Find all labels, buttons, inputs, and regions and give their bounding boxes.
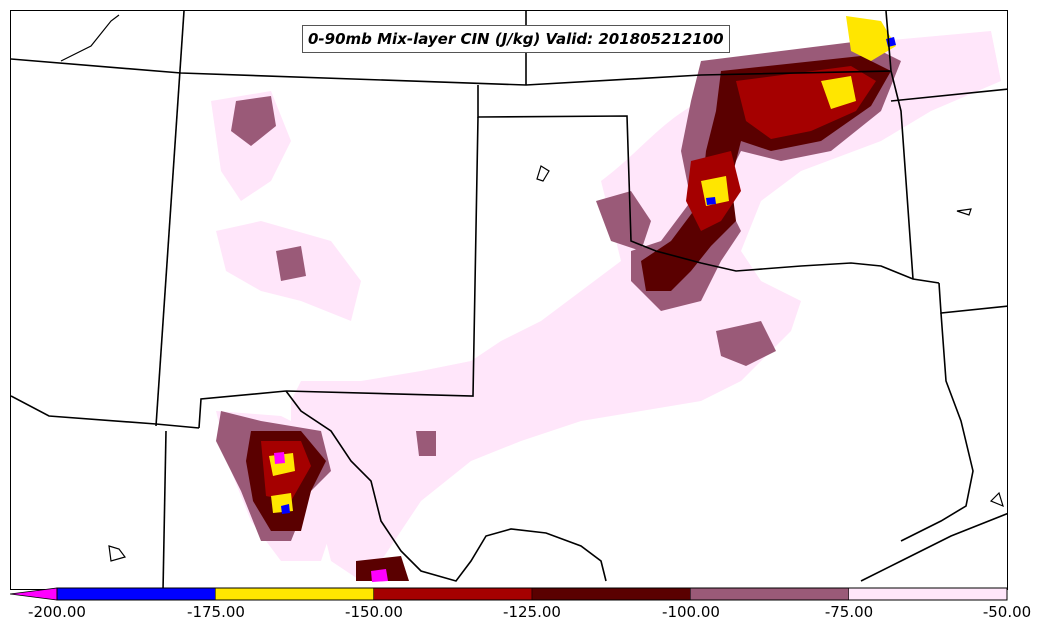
gulf-coast	[860, 512, 1007, 582]
boundary-ne-ks	[885, 11, 892, 72]
lake-shape	[989, 491, 1004, 508]
colorbar-tick-label: -125.00	[503, 603, 561, 621]
colorbar-tick-label: -150.00	[345, 603, 403, 621]
boundary-nm-tx	[285, 116, 479, 397]
cin-area-blue-sw	[281, 504, 290, 514]
colorbar-segment	[690, 587, 849, 601]
colorbar-segment	[848, 587, 1008, 601]
boundary-rio-grande	[285, 390, 607, 582]
colorbar-tick-label: -200.00	[28, 603, 86, 621]
map-frame: 0-90mb Mix-layer CIN (J/kg) Valid: 20180…	[10, 10, 1008, 590]
cin-area-mauve-tx	[716, 321, 776, 366]
boundary-tx-la	[900, 312, 974, 542]
lake-shape	[536, 165, 550, 182]
cin-area-mauve-tx2	[416, 431, 436, 456]
colorbar-min-arrow	[10, 587, 58, 601]
colorbar-segment	[56, 587, 216, 601]
colorbar-segment	[373, 587, 533, 601]
boundary-ut-co	[155, 11, 185, 427]
colorbar-outline	[56, 587, 1008, 601]
cin-area-mauve-ok	[596, 191, 651, 251]
colorbar-tick-label: -75.00	[824, 603, 874, 621]
boundary-nm-tx-west	[198, 390, 287, 429]
boundary-az-nm	[11, 395, 200, 429]
cin-area-mauve-nm1	[231, 96, 276, 146]
colorbar-tick-label: -175.00	[187, 603, 245, 621]
colorbar-segment	[215, 587, 374, 601]
cin-map	[11, 11, 1007, 589]
cin-area-yellow-ne	[846, 16, 896, 61]
cin-area-magenta-bottom	[371, 569, 388, 582]
lake-shape	[60, 14, 120, 62]
boundary-ok-ar	[890, 70, 914, 280]
cin-area-mauve-nm2	[276, 246, 306, 281]
colorbar-tick-label: -100.00	[662, 603, 720, 621]
cin-shading	[211, 16, 1001, 582]
colorbar-segments	[56, 587, 1008, 601]
cin-area-yellow-ne2	[821, 76, 856, 109]
boundary-mexico-west	[162, 430, 167, 589]
cin-area-pink-main	[291, 31, 1001, 581]
lake-shape	[108, 545, 127, 562]
map-title: 0-90mb Mix-layer CIN (J/kg) Valid: 20180…	[302, 25, 730, 53]
colorbar-tick-label: -50.00	[982, 603, 1032, 621]
cin-area-blue-ok	[706, 197, 716, 205]
state-boundaries	[11, 11, 1007, 589]
cin-area-magenta-sw	[274, 452, 285, 464]
boundary-panhandle	[477, 85, 940, 284]
lakes	[60, 14, 1004, 562]
lake-shape	[956, 208, 972, 216]
colorbar	[10, 587, 1008, 601]
boundary-ar-la	[938, 282, 1007, 314]
cin-area-darkred-bottom	[356, 556, 409, 581]
boundary-mo-ar	[890, 88, 1007, 102]
colorbar-segment	[531, 587, 691, 601]
